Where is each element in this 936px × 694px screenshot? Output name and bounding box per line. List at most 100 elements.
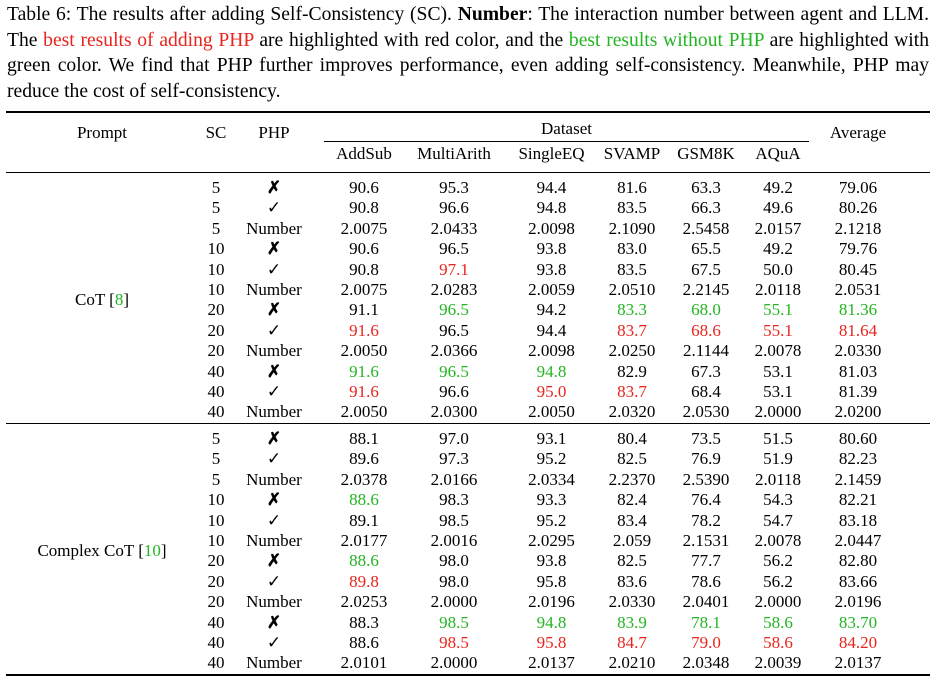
php-number-label: Number	[246, 218, 302, 238]
value-cell: 81.6	[599, 172, 665, 199]
value-cell: 93.8	[536, 239, 567, 259]
citation-bracket-close: ]	[123, 290, 129, 310]
value-cell: 2.0118	[754, 469, 802, 489]
average-cell: 79.76	[838, 239, 878, 259]
sc-cell: 20	[207, 341, 225, 361]
value-cell: 53.1	[763, 361, 793, 381]
caption-bold-term: Number	[457, 4, 528, 25]
sc-cell: 20	[207, 592, 225, 612]
average-cell: 81.03	[838, 361, 878, 381]
value-cell: 2.0016	[430, 530, 478, 550]
value-cell: 50.0	[763, 259, 793, 279]
value-cell: 2.0098	[528, 218, 575, 238]
value-cell: 2.0157	[754, 218, 802, 238]
cross-mark-icon: ✗	[266, 490, 282, 510]
value-cell: 2.0166	[430, 469, 478, 489]
prompt-name: CoT	[74, 290, 105, 310]
table-row: 40 Number 2.0050 2.0300 2.0050 2.0320 2.0530 2.…	[6, 402, 930, 423]
header-dataset-svamp: SVAMP	[603, 143, 661, 163]
value-cell: 2.0000	[754, 402, 802, 422]
citation-bracket-open: [	[104, 290, 115, 310]
value-cell: 2.0000	[430, 653, 478, 673]
sc-cell: 40	[207, 382, 225, 402]
sc-cell: 5	[198, 172, 234, 199]
value-cell: 2.0078	[754, 341, 802, 361]
value-cell: 55.1	[763, 300, 793, 320]
average-cell: 83.70	[838, 612, 878, 632]
value-cell: 78.1	[691, 612, 721, 632]
value-cell: 98.0	[439, 551, 469, 571]
average-cell: 2.1459	[834, 469, 882, 489]
sc-cell: 40	[207, 402, 225, 422]
sc-cell: 5	[211, 469, 221, 489]
value-cell: 78.6	[691, 571, 721, 591]
value-cell: 94.4	[536, 320, 567, 340]
value-cell: 88.6	[349, 551, 379, 571]
header-dataset-singleeq: SingleEQ	[518, 143, 585, 163]
sc-cell: 10	[207, 490, 225, 510]
sc-cell: 40	[207, 653, 225, 673]
caption-green-phrase: best results without PHP	[568, 29, 764, 51]
average-cell: 2.0447	[834, 530, 882, 550]
value-cell: 2.0059	[528, 280, 575, 300]
php-number-label: Number	[246, 469, 302, 489]
value-cell: 98.5	[439, 612, 469, 632]
citation-link[interactable]: 8	[114, 290, 124, 310]
value-cell: 2.1531	[682, 530, 730, 550]
value-cell: 97.1	[439, 259, 469, 279]
value-cell: 96.5	[439, 361, 469, 381]
value-cell: 2.0334	[528, 469, 575, 489]
php-number-label: Number	[246, 653, 302, 673]
value-cell: 2.0075	[340, 218, 388, 238]
value-cell: 93.1	[504, 422, 599, 450]
php-number-label: Number	[246, 280, 302, 300]
value-cell: 83.7	[617, 320, 647, 340]
value-cell: 98.0	[439, 571, 469, 591]
value-cell: 53.1	[763, 382, 793, 402]
value-cell: 98.3	[439, 490, 469, 510]
php-number-label: Number	[246, 530, 302, 550]
value-cell: 97.0	[404, 422, 504, 450]
header-dataset: Dataset	[324, 111, 809, 142]
value-cell: 94.2	[536, 300, 567, 320]
average-cell: 81.36	[838, 300, 878, 320]
value-cell: 95.8	[536, 632, 567, 652]
average-cell: 79.06	[819, 172, 897, 199]
table-row: 5 ✓ 90.8 96.6 94.8 83.5 66.3 49.6 80.26	[6, 198, 930, 218]
value-cell: 2.0050	[340, 402, 388, 422]
citation-link[interactable]: 10	[143, 541, 161, 561]
value-cell: 88.3	[349, 612, 379, 632]
value-cell: 2.0000	[430, 592, 478, 612]
value-cell: 2.0050	[340, 341, 388, 361]
value-cell: 2.0330	[608, 592, 656, 612]
php-number-label: Number	[246, 341, 302, 361]
value-cell: 2.5458	[682, 218, 730, 238]
table-row: 10 ✓ 89.1 98.5 95.2 83.4 78.2 54.7 83.18	[6, 511, 930, 531]
value-cell: 83.7	[617, 382, 647, 402]
value-cell: 91.6	[349, 382, 379, 402]
average-cell: 81.64	[838, 320, 878, 340]
value-cell: 90.8	[349, 259, 379, 279]
value-cell: 91.6	[349, 320, 379, 340]
sc-cell: 10	[207, 239, 225, 259]
value-cell: 89.1	[349, 510, 379, 530]
value-cell: 95.8	[536, 571, 567, 591]
value-cell: 2.0320	[608, 402, 656, 422]
prompt-name: Complex CoT	[37, 541, 134, 561]
value-cell: 2.0366	[430, 341, 478, 361]
value-cell: 49.2	[747, 172, 809, 199]
check-mark-icon: ✓	[266, 510, 282, 530]
value-cell: 78.2	[691, 510, 721, 530]
value-cell: 2.059	[612, 530, 652, 550]
table-row: 10 Number 2.0177 2.0016 2.0295 2.059 2.1531 2.0…	[6, 531, 930, 551]
average-cell: 84.20	[838, 632, 878, 652]
results-table: Prompt SC PHP Dataset Average AddSub Mul…	[6, 111, 930, 676]
check-mark-icon: ✓	[266, 382, 282, 402]
value-cell: 2.0250	[608, 341, 656, 361]
value-cell: 2.0075	[340, 280, 388, 300]
cross-mark-icon: ✗	[266, 300, 282, 320]
sc-cell: 40	[207, 361, 225, 381]
value-cell: 89.6	[349, 449, 379, 469]
php-number-label: Number	[246, 592, 302, 612]
value-cell: 65.5	[691, 239, 721, 259]
